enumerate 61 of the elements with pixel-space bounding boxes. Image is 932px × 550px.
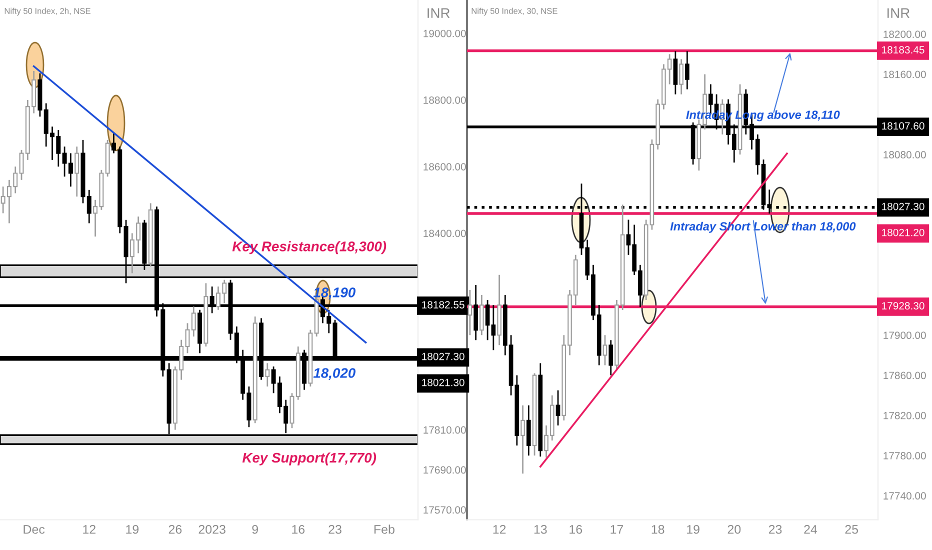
x-tick-label: 25 xyxy=(845,524,858,534)
x-tick-label: Feb xyxy=(374,524,394,534)
y-tick-label: 17570.00 xyxy=(424,506,466,514)
y-axis-title: INR xyxy=(888,8,910,18)
x-tick-label: 17 xyxy=(610,525,624,534)
y-tick-label: 18800.00 xyxy=(424,96,466,104)
y-tick-label: 18200.00 xyxy=(884,30,926,38)
x-tick-label: 23 xyxy=(328,524,342,534)
x-tick-label: 24 xyxy=(804,524,818,534)
candlestick xyxy=(679,58,684,96)
y-tick-label: 17900.00 xyxy=(884,332,926,340)
candlestick xyxy=(685,50,690,90)
x-tick-label: 18 xyxy=(652,524,664,534)
x-tick-label: 23 xyxy=(768,524,782,534)
y-tick-label: 18160.00 xyxy=(884,70,926,78)
x-tick-label: 12 xyxy=(493,524,506,534)
y-tick-label: 17740.00 xyxy=(884,492,926,500)
x-tick-label: 12 xyxy=(83,524,96,534)
ref-line-label: 18183.45 xyxy=(882,46,924,54)
y-tick-label: 18400.00 xyxy=(424,230,466,238)
candlestick xyxy=(520,404,525,474)
text: Nifty 50 Index, 30, NSE xyxy=(472,8,558,16)
band-label: Key Support(17,770) xyxy=(242,452,376,466)
y-tick-label: 17780.00 xyxy=(884,452,926,460)
y-tick-label: 17820.00 xyxy=(884,412,926,420)
x-tick-label: 16 xyxy=(570,524,582,534)
y-tick-label: 19000.00 xyxy=(424,30,466,38)
candlestick xyxy=(191,306,196,338)
ref-line-label: 18021.20 xyxy=(882,228,924,236)
y-tick-label: 17690.00 xyxy=(424,466,466,474)
y-tick-label: 18080.00 xyxy=(884,151,926,158)
candlestick xyxy=(491,304,496,351)
x-tick-label: 26 xyxy=(168,524,182,534)
x-tick-label: 9 xyxy=(252,524,258,534)
x-tick-label: 2023 xyxy=(198,524,226,534)
candlestick xyxy=(468,289,472,336)
y-axis-title: INR xyxy=(428,8,450,18)
ref-line-label: 18182.55 xyxy=(422,301,464,308)
x-tick-label: Dec xyxy=(24,525,45,534)
y-tick-label: 17860.00 xyxy=(884,372,926,380)
ref-line-label: 18027.30 xyxy=(882,202,924,210)
ref-line-label: 18027.30 xyxy=(422,352,464,360)
x-tick-label: 16 xyxy=(292,524,305,534)
text: Nifty 50 Index, 2h, NSE xyxy=(4,8,90,16)
y-tick-label: 17810.00 xyxy=(424,426,466,434)
y-tick-label: 18600.00 xyxy=(424,163,466,170)
candlestick xyxy=(608,339,614,376)
x-tick-label: 13 xyxy=(534,524,547,534)
ref-line-label: 18021.30 xyxy=(422,378,464,386)
candlestick xyxy=(265,362,270,388)
candlestick xyxy=(556,390,560,426)
candlestick xyxy=(86,189,92,224)
x-tick-label: 19 xyxy=(126,524,139,534)
candlestick xyxy=(602,334,608,366)
candlestick xyxy=(485,299,490,341)
annotation: 18,020 xyxy=(313,368,356,380)
candlestick xyxy=(74,146,80,198)
ref-line-label: 18107.60 xyxy=(882,122,924,130)
ref-line-label: 17928.30 xyxy=(882,302,924,310)
x-tick-label: 20 xyxy=(728,524,741,534)
x-tick-label: 19 xyxy=(687,524,700,534)
